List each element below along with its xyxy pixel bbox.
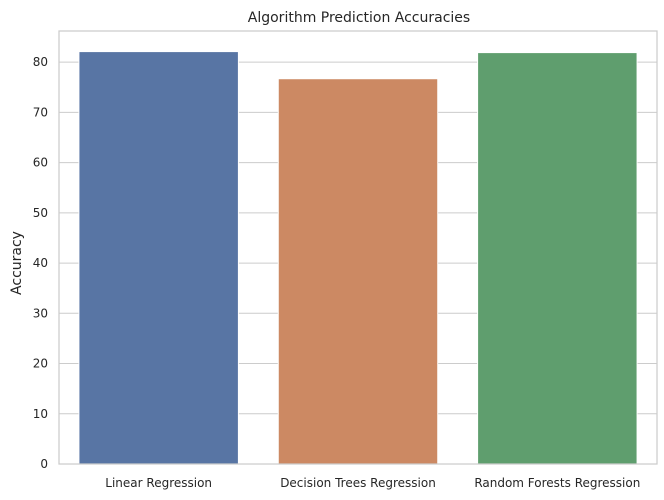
y-tick-labels: 0 10 20 30 40 50 60 70 80 xyxy=(33,55,48,471)
y-tick-label: 20 xyxy=(33,357,48,371)
bar xyxy=(477,52,638,465)
y-tick-label: 80 xyxy=(33,55,48,69)
y-axis-label: Accuracy xyxy=(9,231,25,295)
y-tick-label: 40 xyxy=(33,256,48,270)
y-tick-label: 10 xyxy=(33,407,48,421)
x-tick-label: Linear Regression xyxy=(105,476,212,490)
chart-title: Algorithm Prediction Accuracies xyxy=(248,10,470,26)
bars xyxy=(78,51,638,465)
x-tick-labels: Linear Regression Decision Trees Regressi… xyxy=(105,476,640,490)
plot-frame xyxy=(58,30,658,465)
y-tick-label: 30 xyxy=(33,306,48,320)
x-tick-label: Decision Trees Regression xyxy=(280,476,436,490)
y-tick-label: 60 xyxy=(33,156,48,170)
bar xyxy=(78,51,239,465)
bar xyxy=(277,78,439,465)
y-tick-label: 70 xyxy=(33,105,48,119)
y-tick-label: 50 xyxy=(33,206,48,220)
x-tick-label: Random Forests Regression xyxy=(474,476,640,490)
y-tick-label: 0 xyxy=(40,457,48,471)
